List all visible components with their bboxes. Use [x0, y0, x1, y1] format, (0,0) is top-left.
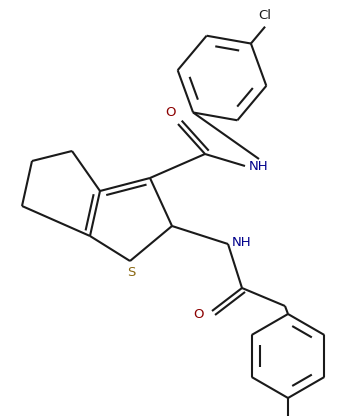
- Text: O: O: [166, 106, 176, 119]
- Text: NH: NH: [232, 235, 252, 248]
- Text: S: S: [127, 266, 135, 279]
- Text: Cl: Cl: [259, 9, 272, 22]
- Text: NH: NH: [249, 159, 269, 173]
- Text: O: O: [194, 307, 204, 320]
